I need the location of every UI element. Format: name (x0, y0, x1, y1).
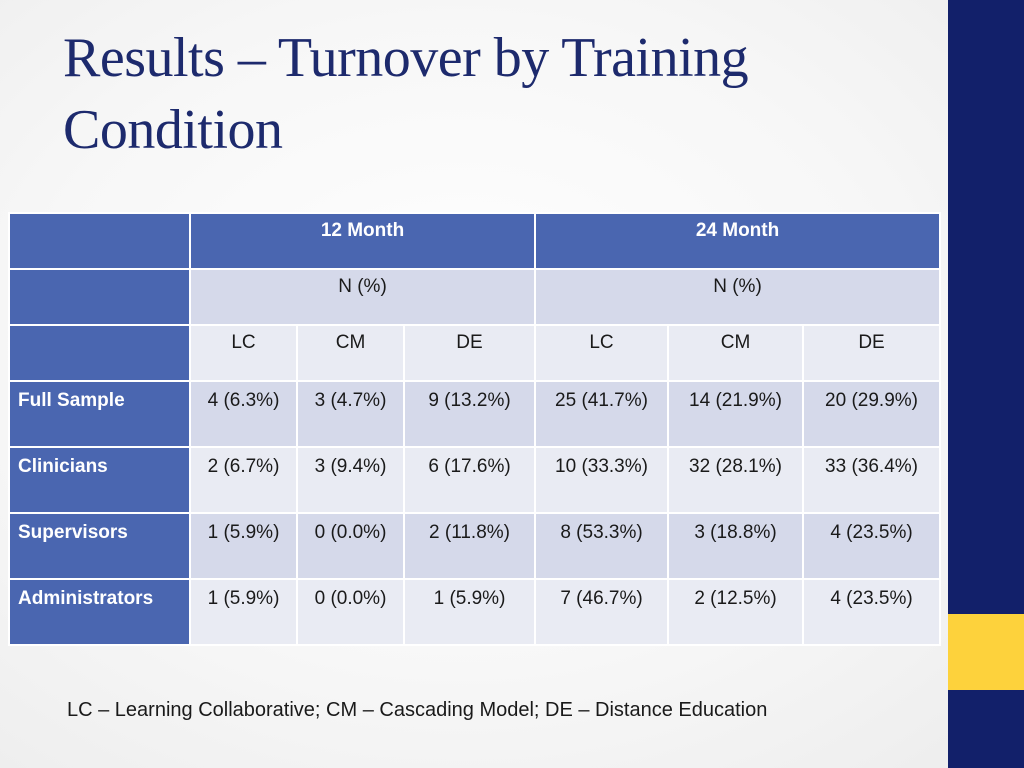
header-corner-cell (8, 212, 191, 270)
measure-corner-cell (8, 268, 191, 326)
table-cell: 8 (53.3%) (534, 512, 670, 580)
table-cell: 0 (0.0%) (296, 512, 405, 580)
row-label: Full Sample (8, 380, 191, 448)
table-cell: 9 (13.2%) (402, 380, 537, 448)
table-cell: 10 (33.3%) (534, 446, 670, 514)
table-cell: 4 (6.3%) (189, 380, 298, 448)
table-header-row: 12 Month 24 Month (8, 212, 942, 270)
table-cell: 4 (23.5%) (802, 578, 942, 646)
table-cell: 1 (5.9%) (402, 578, 537, 646)
column-header-24-de: DE (802, 324, 942, 382)
group-header-12-month: 12 Month (188, 212, 537, 270)
table-row: Full Sample 4 (6.3%) 3 (4.7%) 9 (13.2%) … (8, 380, 942, 448)
table-cell: 4 (23.5%) (802, 512, 942, 580)
table-cell: 6 (17.6%) (402, 446, 537, 514)
table-row: Supervisors 1 (5.9%) 0 (0.0%) 2 (11.8%) … (8, 512, 942, 580)
subheader-corner-cell (8, 324, 191, 382)
column-header-12-cm: CM (296, 324, 405, 382)
table-cell: 2 (11.8%) (402, 512, 537, 580)
table-cell: 2 (6.7%) (189, 446, 298, 514)
table-cell: 2 (12.5%) (667, 578, 805, 646)
slide-title: Results – Turnover by Training Condition (63, 27, 749, 161)
table-cell: 3 (18.8%) (667, 512, 805, 580)
table-subheader-row: LC CM DE LC CM DE (8, 324, 942, 382)
table-row: Administrators 1 (5.9%) 0 (0.0%) 1 (5.9%… (8, 578, 942, 646)
footnote: LC – Learning Collaborative; CM – Cascad… (67, 699, 768, 721)
column-header-12-de: DE (402, 324, 537, 382)
table-cell: 14 (21.9%) (667, 380, 805, 448)
table-cell: 25 (41.7%) (534, 380, 670, 448)
measure-label-12-month: N (%) (188, 268, 537, 326)
table-cell: 33 (36.4%) (802, 446, 942, 514)
row-label: Administrators (8, 578, 191, 646)
side-accent-highlight (948, 614, 1024, 690)
table-measure-row: N (%) N (%) (8, 268, 942, 326)
turnover-table: 12 Month 24 Month N (%) N (%) LC CM DE L… (8, 212, 942, 646)
table-cell: 32 (28.1%) (667, 446, 805, 514)
table-cell: 1 (5.9%) (189, 578, 298, 646)
column-header-24-cm: CM (667, 324, 805, 382)
group-header-24-month: 24 Month (534, 212, 942, 270)
table-cell: 0 (0.0%) (296, 578, 405, 646)
table-cell: 7 (46.7%) (534, 578, 670, 646)
row-label: Supervisors (8, 512, 191, 580)
table-cell: 20 (29.9%) (802, 380, 942, 448)
column-header-24-lc: LC (534, 324, 670, 382)
table-cell: 1 (5.9%) (189, 512, 298, 580)
measure-label-24-month: N (%) (534, 268, 942, 326)
table-row: Clinicians 2 (6.7%) 3 (9.4%) 6 (17.6%) 1… (8, 446, 942, 514)
column-header-12-lc: LC (189, 324, 298, 382)
table-cell: 3 (9.4%) (296, 446, 405, 514)
row-label: Clinicians (8, 446, 191, 514)
table-cell: 3 (4.7%) (296, 380, 405, 448)
